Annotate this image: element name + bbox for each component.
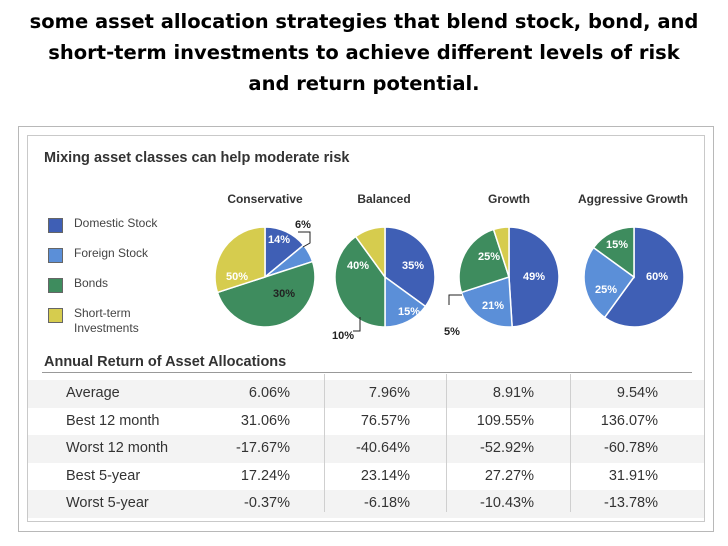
pie-data-label: 35% (402, 260, 424, 272)
cell-aggressive-growth: 136.07% (600, 412, 658, 429)
panel-title: Mixing asset classes can help moderate r… (44, 150, 350, 166)
returns-table: Average 6.06% 7.96% 8.91% 9.54% Best 12 … (28, 380, 704, 518)
table-row: Worst 5-year -0.37% -6.18% -10.43% -13.7… (28, 490, 704, 518)
row-label: Average (66, 385, 120, 401)
pie-data-label: 6% (295, 219, 311, 231)
pie-title-balanced: Balanced (357, 192, 411, 206)
cell-aggressive-growth: -60.78% (603, 440, 658, 456)
pie-slice-growth-0 (508, 226, 560, 328)
pie-slice-aggressive-growth-1 (583, 246, 636, 319)
pie-data-label: 21% (482, 300, 504, 312)
cell-balanced: -6.18% (364, 495, 410, 511)
pie-data-label: 25% (478, 251, 500, 263)
pie-slice-balanced-3 (354, 226, 386, 280)
pie-slice-aggressive-growth-0 (603, 226, 685, 328)
legend-swatch (48, 278, 63, 293)
returns-divider (42, 372, 692, 373)
cell-balanced: 76.57% (360, 412, 410, 429)
column-separator (446, 374, 447, 512)
pie-data-label: 49% (523, 271, 545, 283)
heading-line-1: some asset allocation strategies that bl… (29, 10, 699, 33)
returns-title: Annual Return of Asset Allocations (44, 354, 287, 370)
table-row: Best 12 month 31.06% 76.57% 109.55% 136.… (28, 408, 704, 436)
leader-line (353, 317, 361, 332)
cell-balanced: 7.96% (368, 385, 410, 401)
pie-data-label: 50% (226, 271, 248, 283)
row-label: Worst 12 month (66, 440, 169, 456)
cell-growth: 27.27% (484, 467, 534, 484)
pie-slice-growth-3 (492, 226, 510, 278)
legend-swatch (48, 218, 63, 233)
cell-conservative: -0.37% (244, 495, 290, 511)
pie-data-label: 40% (347, 260, 369, 272)
pie-data-label: 60% (646, 271, 668, 283)
cell-conservative: 17.24% (240, 467, 290, 484)
cell-growth: -10.43% (479, 495, 534, 511)
pie-data-label: 30% (273, 288, 295, 300)
pie-data-label: 15% (398, 306, 420, 318)
legend-swatch (48, 308, 63, 323)
cell-aggressive-growth: 9.54% (616, 385, 658, 401)
heading-line-3: and return potential. (248, 72, 480, 95)
pie-data-label: 10% (332, 330, 354, 342)
column-separator (570, 374, 571, 512)
pie-slice-conservative-3 (214, 226, 266, 294)
pie-title-aggressive-growth: Aggressive Growth (577, 192, 689, 206)
cell-growth: 109.55% (476, 412, 534, 429)
allocation-panel: Mixing asset classes can help moderate r… (18, 126, 714, 532)
legend-label: Foreign Stock (74, 246, 149, 260)
column-separator (324, 374, 325, 512)
row-label: Best 12 month (66, 412, 160, 429)
pie-title-conservative: Conservative (227, 192, 303, 206)
pie-data-label: 15% (606, 239, 628, 251)
row-label: Worst 5-year (66, 495, 149, 511)
pie-slice-growth-1 (460, 275, 513, 328)
pie-slice-aggressive-growth-2 (592, 226, 635, 279)
cell-growth: 8.91% (492, 385, 534, 401)
pie-slice-growth-2 (458, 228, 510, 294)
pie-charts: 14% 6% 50% 30% 35% 15% 40% 10% 49% 21% 25% 5% 60% 25%… (214, 219, 685, 342)
cell-aggressive-growth: 31.91% (608, 467, 658, 484)
pie-data-label: 14% (268, 234, 290, 246)
pie-slice-balanced-0 (384, 226, 436, 308)
pie-title-growth: Growth (488, 192, 530, 206)
heading-line-2: short-term investments to achieve differ… (48, 41, 680, 64)
slide-heading: some asset allocation strategies that bl… (0, 6, 728, 99)
table-row: Best 5-year 17.24% 23.14% 27.27% 31.91% (28, 463, 704, 491)
cell-growth: -52.92% (479, 440, 534, 456)
legend-label: Domestic Stock (74, 216, 158, 230)
cell-conservative: 6.06% (248, 385, 290, 401)
row-label: Best 5-year (66, 467, 141, 484)
legend-label: Bonds (74, 276, 109, 290)
leader-line (448, 294, 462, 305)
pie-data-label: 25% (595, 284, 617, 296)
pie-slice-balanced-2 (334, 235, 386, 328)
cell-balanced: 23.14% (360, 467, 410, 484)
cell-aggressive-growth: -13.78% (603, 495, 658, 511)
pie-data-label: 5% (444, 326, 460, 338)
legend-label: Short-term Investments (74, 306, 139, 335)
table-row: Average 6.06% 7.96% 8.91% 9.54% (28, 380, 704, 408)
cell-balanced: -40.64% (355, 440, 410, 456)
cell-conservative: 31.06% (240, 412, 290, 429)
cell-conservative: -17.67% (235, 440, 290, 456)
leader-line (298, 231, 311, 248)
allocation-panel-inner: Mixing asset classes can help moderate r… (27, 135, 705, 522)
pie-slice-conservative-2 (216, 260, 316, 328)
legend-swatch (48, 248, 63, 263)
table-row: Worst 12 month -17.67% -40.64% -52.92% -… (28, 435, 704, 463)
